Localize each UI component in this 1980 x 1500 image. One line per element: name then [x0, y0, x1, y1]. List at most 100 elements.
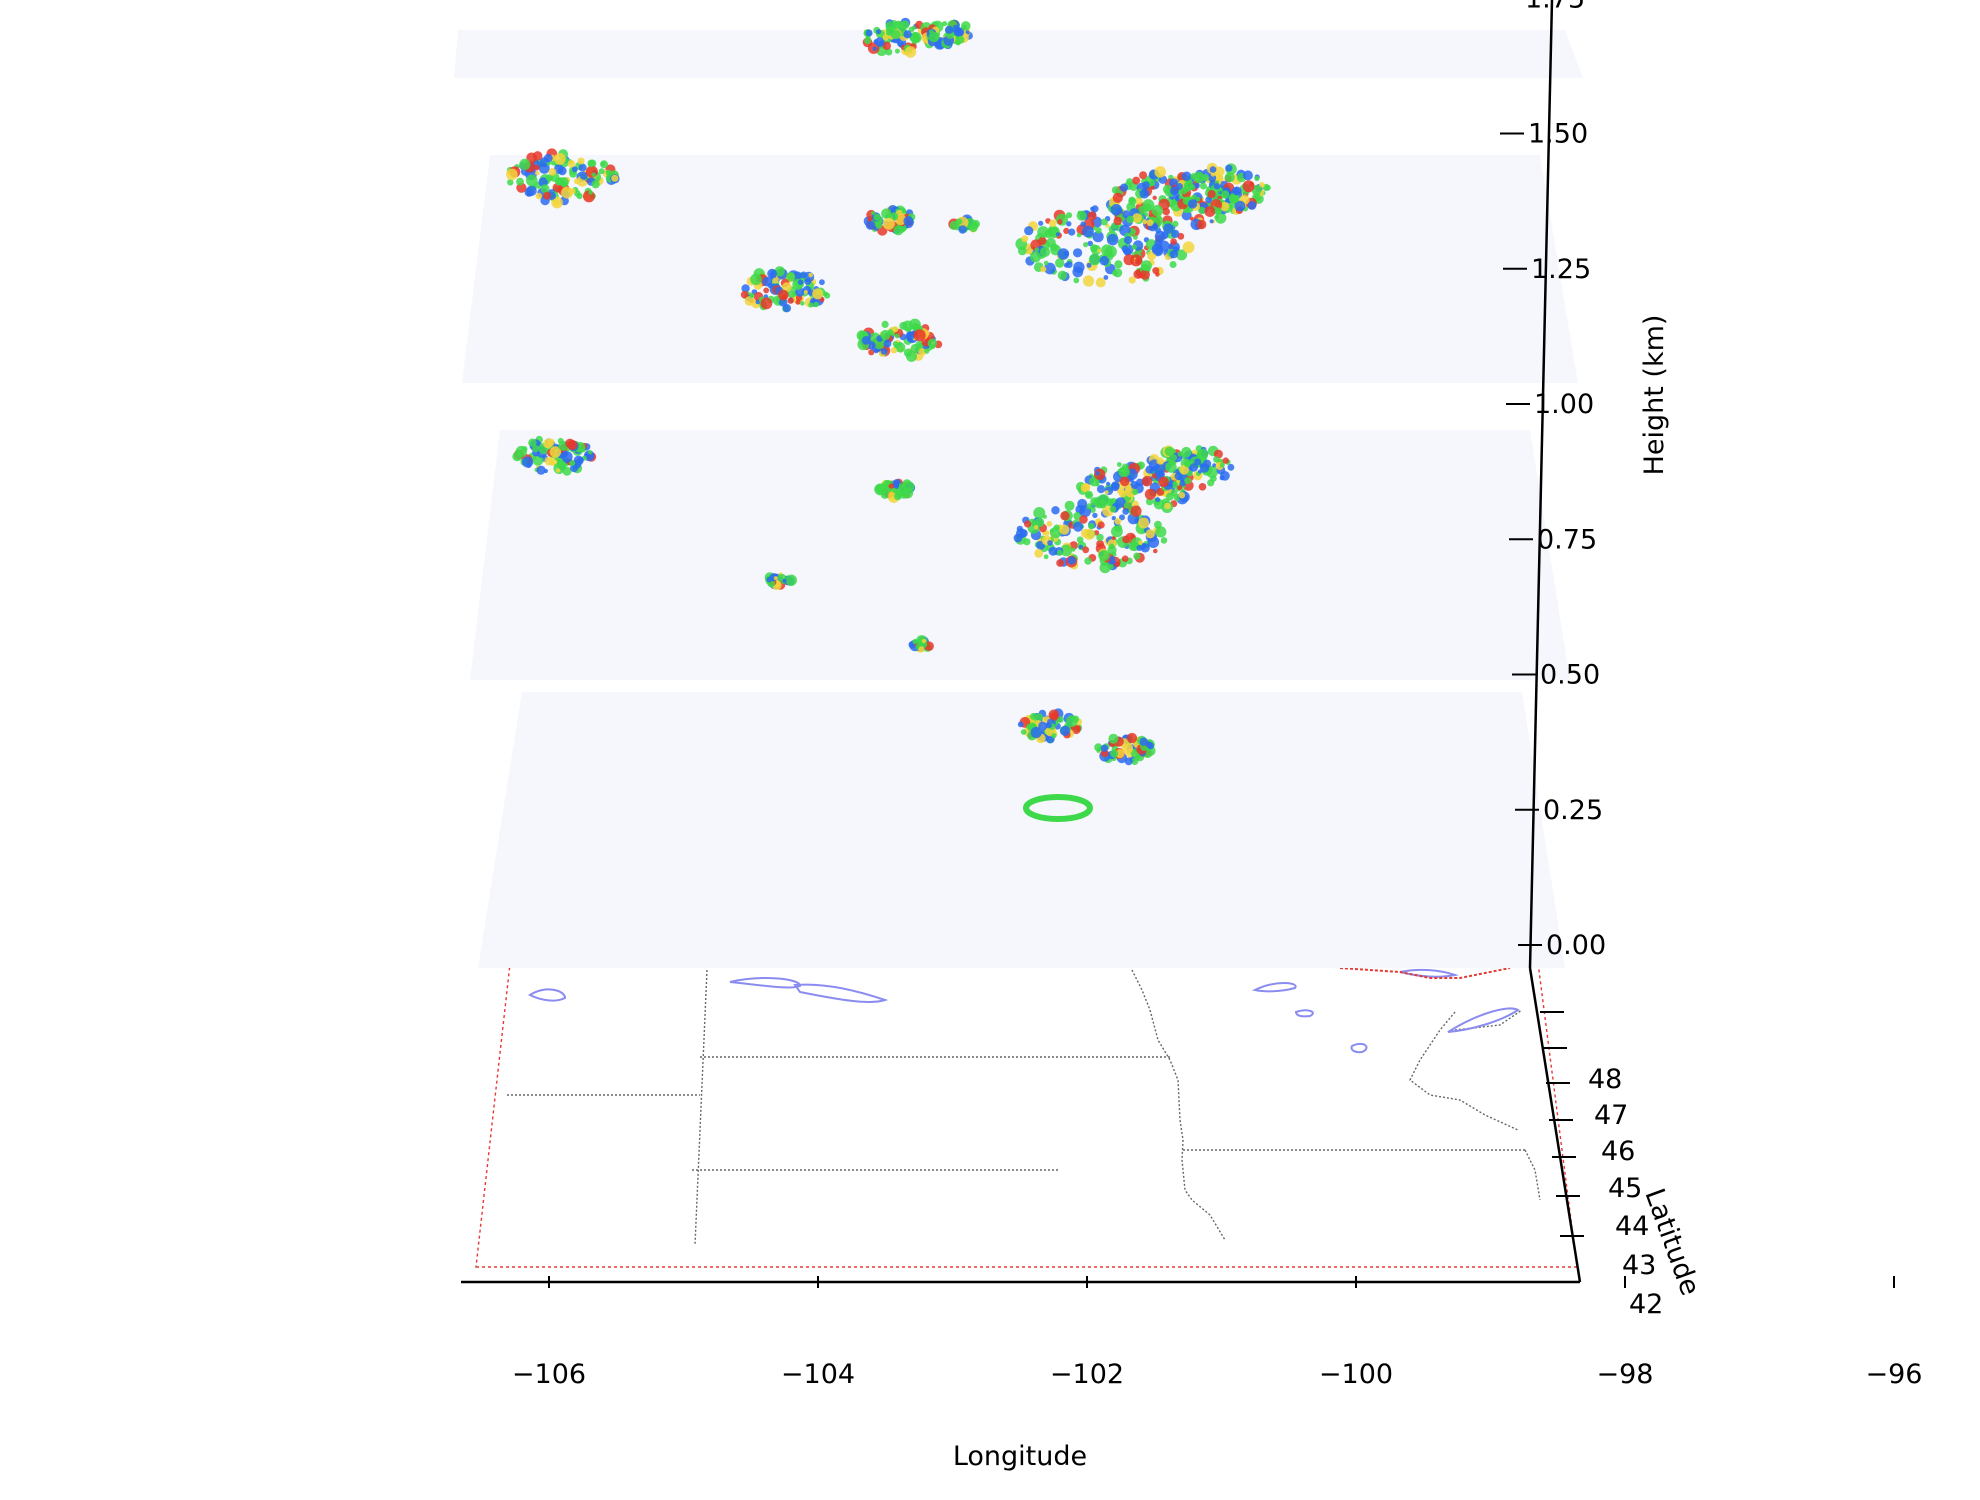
- echo-cell: [1190, 463, 1198, 471]
- echo-cell: [761, 298, 773, 310]
- echo-cell: [1049, 547, 1058, 556]
- echo-cell: [1183, 241, 1195, 253]
- echo-cell: [1084, 557, 1091, 564]
- echo-cell: [1030, 252, 1041, 263]
- echo-cell: [1120, 184, 1128, 192]
- echo-cell: [588, 450, 592, 454]
- state-border: [1132, 970, 1225, 1240]
- echo-cell: [544, 154, 553, 163]
- y-tick-label: 44: [1615, 1211, 1649, 1242]
- echo-cell: [1126, 216, 1134, 224]
- echo-cell: [895, 49, 900, 54]
- echo-cell: [1018, 722, 1024, 728]
- echo-cell: [1112, 270, 1118, 276]
- echo-cell: [931, 345, 935, 349]
- z-axis-title: Height (km): [1639, 315, 1670, 476]
- echo-cell: [1115, 518, 1122, 525]
- lake-outline: [795, 985, 885, 1002]
- echo-cell: [1125, 758, 1133, 766]
- lake-outline: [1400, 970, 1455, 977]
- echo-cell: [1105, 490, 1109, 494]
- echo-cell: [957, 36, 965, 44]
- echo-cell: [1188, 199, 1197, 208]
- echo-cell: [899, 322, 907, 330]
- echo-cell: [1082, 226, 1094, 238]
- echo-cell: [866, 30, 873, 37]
- echo-cell: [592, 180, 600, 188]
- echo-cell: [1073, 262, 1084, 273]
- echo-cell: [888, 493, 894, 499]
- echo-cell: [526, 175, 538, 187]
- echo-cell: [568, 160, 576, 168]
- x-tick-label: −100: [1319, 1359, 1393, 1390]
- echo-cell: [549, 168, 557, 176]
- echo-cell: [1044, 554, 1049, 559]
- echo-cell: [1139, 171, 1147, 179]
- echo-cell: [1133, 553, 1140, 560]
- height-layer: [470, 430, 1570, 680]
- echo-cell: [1110, 750, 1118, 758]
- echo-cell: [574, 178, 580, 184]
- echo-cell: [1073, 278, 1079, 284]
- layer-plane: [454, 30, 1583, 78]
- echo-cell: [1044, 230, 1052, 238]
- echo-cell: [1083, 242, 1088, 247]
- echo-cell: [516, 178, 524, 186]
- echo-cell: [1014, 534, 1023, 543]
- echo-cell: [558, 167, 567, 176]
- echo-cell: [881, 348, 888, 355]
- echo-cell: [942, 21, 947, 26]
- z-tick-label: 1.75: [1525, 0, 1585, 14]
- echo-cell: [1122, 536, 1130, 544]
- echo-cell: [868, 217, 872, 221]
- echo-cell: [561, 187, 573, 199]
- echo-cell: [1098, 550, 1109, 561]
- echo-cell: [1213, 456, 1219, 462]
- echo-cell: [924, 349, 929, 354]
- echo-cell: [1112, 186, 1120, 194]
- echo-cell: [1138, 518, 1149, 529]
- echo-cell: [1101, 219, 1108, 226]
- echo-cell: [883, 218, 895, 230]
- echo-cell: [1127, 733, 1137, 743]
- echo-cell: [543, 192, 551, 200]
- echo-cell: [1066, 715, 1078, 727]
- echo-cell: [1220, 475, 1225, 480]
- echo-cell: [1132, 489, 1138, 495]
- echo-cell: [953, 25, 959, 31]
- echo-cell: [533, 151, 542, 160]
- echo-cell: [1035, 248, 1039, 252]
- echo-cell: [1095, 471, 1099, 475]
- y-tick-label: 47: [1594, 1100, 1628, 1131]
- echo-cell: [519, 159, 530, 170]
- echo-cell: [1179, 492, 1185, 498]
- echo-cell: [1145, 489, 1156, 500]
- echo-cell: [1128, 197, 1136, 205]
- echo-cell: [1205, 206, 1216, 217]
- x-tick-label: −96: [1866, 1359, 1923, 1390]
- echo-cell: [950, 221, 959, 230]
- echo-cell: [1046, 722, 1052, 728]
- echo-cell: [1083, 275, 1094, 286]
- echo-cell: [1202, 174, 1209, 181]
- lake-outline: [1352, 1044, 1367, 1052]
- echo-cell: [774, 576, 778, 580]
- echo-cell: [1225, 172, 1235, 182]
- echo-cell: [1088, 211, 1097, 220]
- echo-cell: [1030, 713, 1037, 720]
- echo-cell: [1109, 544, 1115, 550]
- echo-cell: [873, 47, 877, 51]
- echo-cell: [1170, 261, 1177, 268]
- echo-cell: [871, 211, 875, 215]
- echo-cell: [1154, 166, 1166, 178]
- echo-cell: [1049, 710, 1060, 721]
- echo-cell: [929, 30, 933, 34]
- echo-cell: [1243, 170, 1253, 180]
- echo-cell: [1210, 475, 1217, 482]
- echo-cell: [1040, 266, 1046, 272]
- x-tick-label: −104: [781, 1359, 855, 1390]
- echo-cell: [1163, 223, 1173, 233]
- echo-cell: [895, 334, 900, 339]
- echo-cell: [1113, 193, 1123, 203]
- echo-cell: [767, 269, 777, 279]
